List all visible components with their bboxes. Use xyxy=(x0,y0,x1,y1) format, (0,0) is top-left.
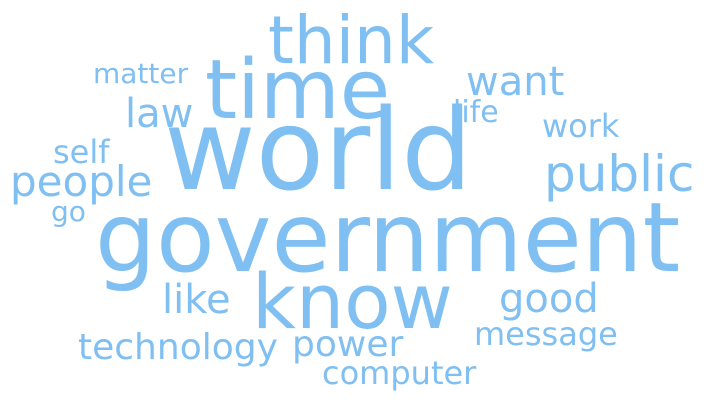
word-self: self xyxy=(53,133,110,171)
word-government: government xyxy=(95,182,681,294)
word-law: law xyxy=(125,91,194,137)
word-go: go xyxy=(51,195,86,228)
word-work: work xyxy=(542,107,620,145)
word-technology: technology xyxy=(78,327,278,368)
word-know: know xyxy=(252,257,453,346)
word-matter: matter xyxy=(93,57,189,90)
word-message: message xyxy=(474,315,618,353)
word-people: people xyxy=(10,157,153,206)
word-want: want xyxy=(466,59,565,105)
word-public: public xyxy=(544,145,695,203)
word-think: think xyxy=(268,2,435,79)
word-world: world xyxy=(164,86,473,216)
word-power: power xyxy=(292,324,404,365)
word-good: good xyxy=(499,276,599,322)
word-computer: computer xyxy=(322,354,477,392)
word-time: time xyxy=(205,43,391,138)
word-life: life xyxy=(453,95,499,130)
word-like: like xyxy=(162,277,231,323)
